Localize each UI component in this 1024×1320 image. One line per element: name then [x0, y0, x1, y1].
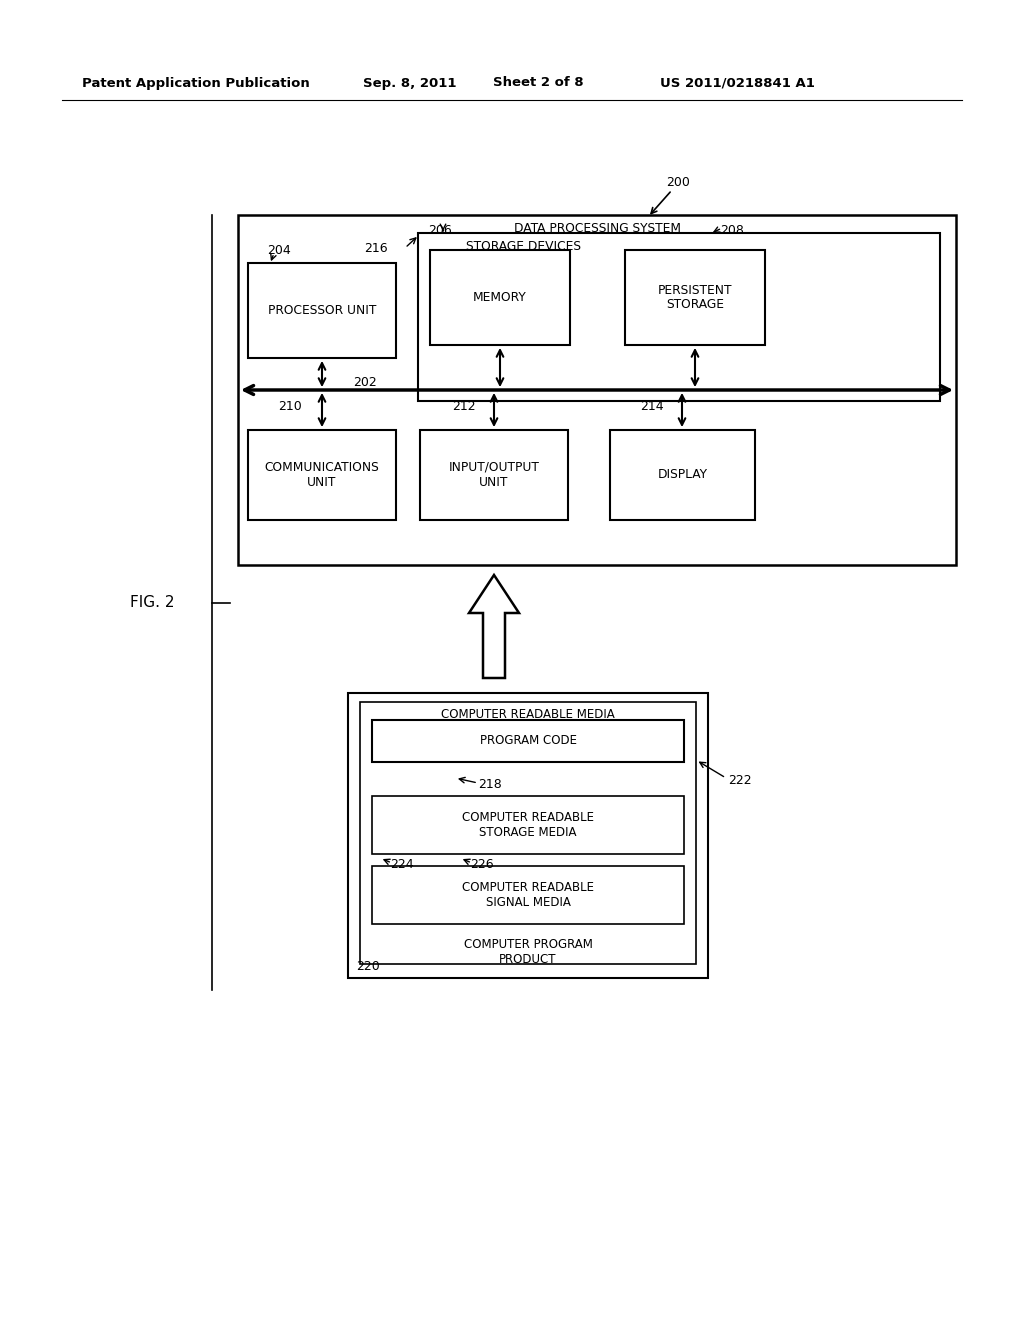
Text: DISPLAY: DISPLAY [657, 469, 708, 482]
Bar [360, 702, 696, 964]
Text: 218: 218 [478, 777, 502, 791]
Text: COMPUTER READABLE MEDIA: COMPUTER READABLE MEDIA [441, 709, 614, 722]
Text: Patent Application Publication: Patent Application Publication [82, 77, 309, 90]
Text: 220: 220 [356, 960, 380, 973]
Text: 210: 210 [279, 400, 302, 413]
Bar [418, 234, 940, 401]
Text: COMPUTER READABLE
STORAGE MEDIA: COMPUTER READABLE STORAGE MEDIA [462, 810, 594, 840]
Text: DATA PROCESSING SYSTEM: DATA PROCESSING SYSTEM [513, 223, 681, 235]
Bar [372, 719, 684, 762]
Text: 206: 206 [428, 224, 452, 238]
Bar [238, 215, 956, 565]
Bar [625, 249, 765, 345]
Text: STORAGE DEVICES: STORAGE DEVICES [466, 239, 581, 252]
Polygon shape [469, 576, 519, 678]
Text: PERSISTENT
STORAGE: PERSISTENT STORAGE [657, 284, 732, 312]
Bar [248, 263, 396, 358]
Bar [372, 796, 684, 854]
Text: FIG. 2: FIG. 2 [130, 595, 174, 610]
Text: 208: 208 [720, 224, 743, 238]
Text: MEMORY: MEMORY [473, 290, 527, 304]
Text: 212: 212 [453, 400, 476, 413]
Text: Sheet 2 of 8: Sheet 2 of 8 [493, 77, 584, 90]
Text: COMMUNICATIONS
UNIT: COMMUNICATIONS UNIT [264, 461, 379, 488]
Bar [372, 866, 684, 924]
Text: COMPUTER PROGRAM
PRODUCT: COMPUTER PROGRAM PRODUCT [464, 939, 593, 966]
Text: 200: 200 [666, 177, 690, 190]
Text: 222: 222 [728, 774, 752, 787]
Text: 216: 216 [365, 242, 388, 255]
Text: PROGRAM CODE: PROGRAM CODE [479, 734, 577, 747]
Bar [430, 249, 570, 345]
Text: US 2011/0218841 A1: US 2011/0218841 A1 [660, 77, 815, 90]
Text: PROCESSOR UNIT: PROCESSOR UNIT [268, 304, 376, 317]
Text: 214: 214 [640, 400, 664, 413]
Text: COMPUTER READABLE
SIGNAL MEDIA: COMPUTER READABLE SIGNAL MEDIA [462, 880, 594, 909]
Text: Sep. 8, 2011: Sep. 8, 2011 [362, 77, 457, 90]
Text: 226: 226 [470, 858, 494, 870]
Bar [248, 430, 396, 520]
Text: 202: 202 [353, 375, 377, 388]
Text: INPUT/OUTPUT
UNIT: INPUT/OUTPUT UNIT [449, 461, 540, 488]
Text: 224: 224 [390, 858, 414, 870]
Bar [610, 430, 755, 520]
Bar [348, 693, 708, 978]
Text: 204: 204 [267, 243, 291, 256]
Bar [420, 430, 568, 520]
